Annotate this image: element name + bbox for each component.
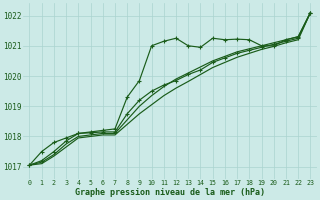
X-axis label: Graphe pression niveau de la mer (hPa): Graphe pression niveau de la mer (hPa) xyxy=(75,188,265,197)
